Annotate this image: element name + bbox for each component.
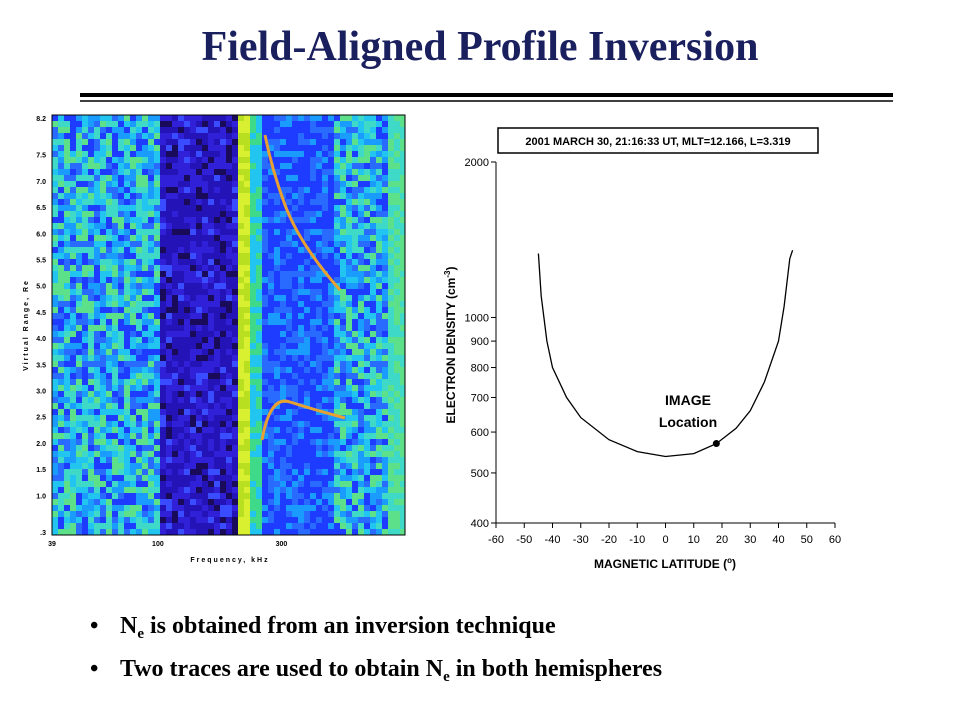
y-tick-label: 5.5 (36, 257, 46, 264)
x-tick-label: 10 (688, 534, 700, 546)
bullet-text: in both hemispheres (450, 656, 662, 682)
x-tick-label: 30 (744, 534, 756, 546)
y-tick-label: 6.0 (36, 231, 46, 238)
x-tick-label: -50 (516, 534, 532, 546)
label-text: ) (444, 267, 458, 271)
y-tick-label: 4.5 (36, 310, 46, 317)
y-tick-label: .3 (40, 530, 46, 537)
y-tick-label: 5.0 (36, 284, 46, 291)
x-axis-label: Frequency, kHz (190, 557, 269, 564)
trace (260, 399, 346, 441)
label-text: ) (732, 557, 736, 571)
y-tick-label: 400 (471, 518, 489, 530)
x-tick-label: 60 (829, 534, 841, 546)
x-tick-label: -40 (545, 534, 561, 546)
bullet-list: • Ne is obtained from an inversion techn… (90, 613, 662, 685)
annotation: IMAGE (665, 392, 711, 408)
y-tick-label: 4.0 (36, 336, 46, 343)
x-tick-label: 40 (772, 534, 784, 546)
bullet: Ne is obtained from an inversion techniq… (120, 613, 556, 642)
x-axis-label: MAGNETIC LATITUDE (o) (594, 556, 736, 571)
x-tick-label: 300 (276, 541, 288, 548)
x-tick-label: 0 (662, 534, 668, 546)
superscript: -3 (443, 270, 452, 278)
y-tick-label: 8.2 (36, 116, 46, 123)
superscript: o (727, 556, 732, 565)
subscript: e (443, 669, 450, 685)
x-tick-label: 50 (801, 534, 813, 546)
y-tick-label: 3.5 (36, 362, 46, 369)
x-tick-label: 39 (48, 541, 56, 548)
image-location-marker (712, 440, 720, 448)
x-tick-label: 20 (716, 534, 728, 546)
x-tick-label: -10 (629, 534, 645, 546)
y-tick-label: 7.0 (36, 179, 46, 186)
density-curve (537, 249, 794, 458)
annotation: Location (659, 414, 717, 430)
y-tick-label: 600 (471, 427, 489, 439)
symbol: N (120, 613, 138, 639)
y-tick-label: 2.5 (36, 415, 46, 422)
chart-title: 2001 MARCH 30, 21:16:33 UT, MLT=12.166, … (525, 136, 790, 148)
trace (263, 134, 342, 291)
bullet-dot: • (90, 656, 98, 682)
bullet-text: is obtained from an inversion technique (144, 613, 556, 639)
y-tick-label: 1000 (465, 312, 489, 324)
y-tick-label: 1.5 (36, 467, 46, 474)
spectrogram-frame (51, 114, 406, 536)
y-tick-label: 1.0 (36, 493, 46, 500)
spectrogram-image (52, 115, 405, 535)
bullet-dot: • (90, 613, 98, 639)
x-tick-label: -60 (488, 534, 504, 546)
y-tick-label: 3.0 (36, 389, 46, 396)
bullet-text: Two traces are used to obtain N (120, 656, 444, 682)
x-tick-label: 100 (152, 541, 164, 548)
spectrogram: 8.2 7.5 7.0 6.5 6.0 5.5 5.0 4.5 4.0 3.5 3.0 2.5 2.0 1… (23, 114, 406, 564)
y-tick-label: 700 (471, 392, 489, 404)
y-tick-label: 2000 (465, 157, 489, 169)
chart-title-box (497, 127, 819, 154)
y-tick-label: 7.5 (36, 153, 46, 160)
subscript: e (137, 626, 144, 642)
bullet: Two traces are used to obtain Ne in both… (120, 656, 662, 685)
y-axis-label: ELECTRON DENSITY (cm-3) (443, 267, 458, 424)
y-tick-label: 6.5 (36, 205, 46, 212)
x-tick-label: -30 (573, 534, 589, 546)
label-text: MAGNETIC LATITUDE ( (594, 557, 727, 571)
x-tick-label: -20 (601, 534, 617, 546)
y-tick-label: 900 (471, 336, 489, 348)
y-axis-label: Virtual Range, Re (23, 279, 30, 371)
density-chart: 2001 MARCH 30, 21:16:33 UT, MLT=12.166, … (443, 127, 841, 571)
y-tick-label: 2.0 (36, 441, 46, 448)
slide-title: Field-Aligned Profile Inversion (202, 24, 759, 70)
y-tick-label: 500 (471, 468, 489, 480)
label-text: ELECTRON DENSITY (cm (444, 278, 458, 424)
y-tick-label: 800 (471, 363, 489, 375)
